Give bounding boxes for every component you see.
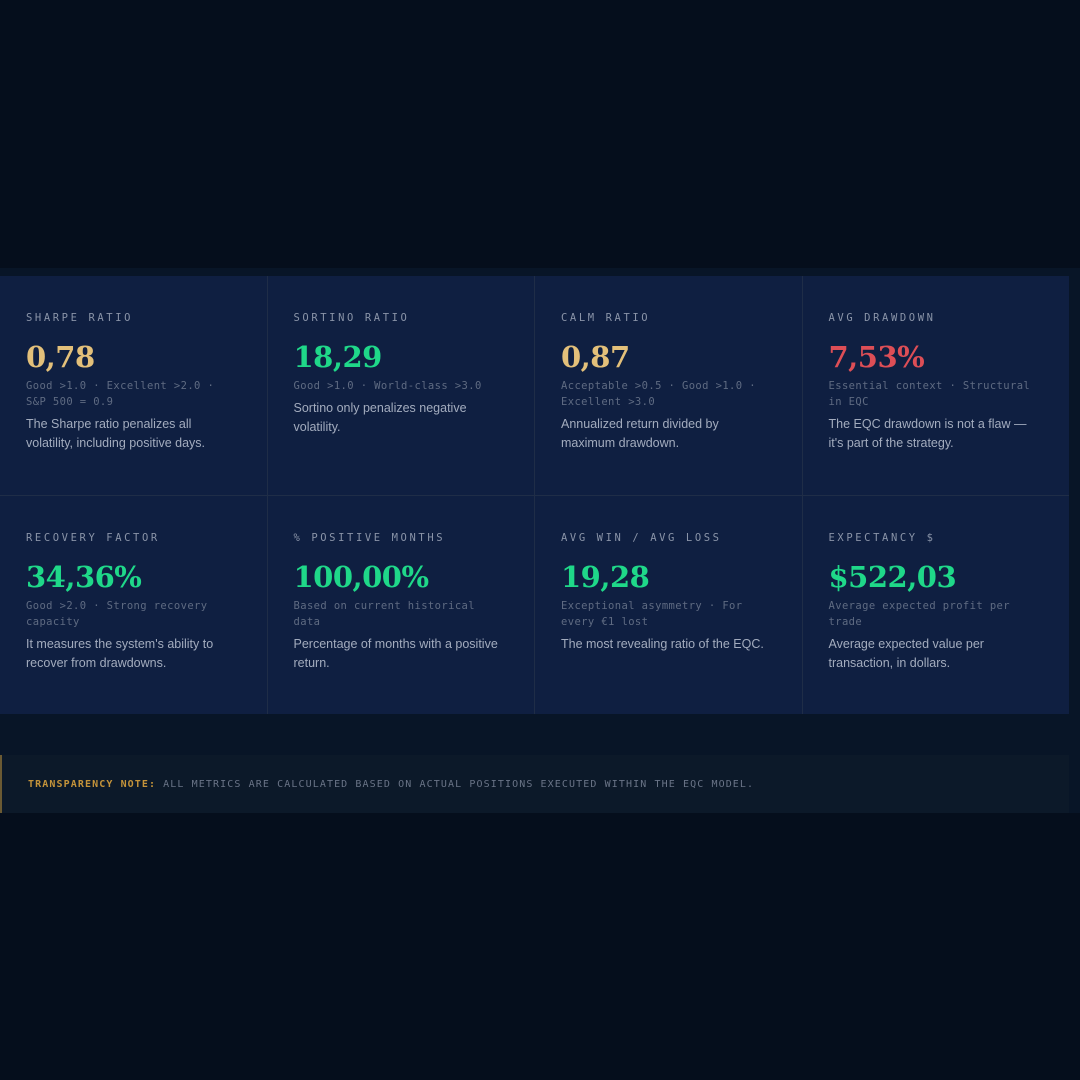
metric-label: CALM RATIO	[561, 312, 651, 324]
metric-value: $522,03	[828, 559, 957, 594]
metric-benchmark: Average expected profit per trade	[828, 599, 1010, 628]
metric-benchmark: Good >2.0 · Strong recovery capacity	[26, 599, 208, 628]
metric-card-expectancy: EXPECTANCY $ $522,03 Average expected pr…	[802, 495, 1069, 714]
metric-card-avg-drawdown: AVG DRAWDOWN 7,53% Essential context · S…	[802, 276, 1069, 495]
metric-label: AVG WIN / AVG LOSS	[561, 531, 722, 544]
transparency-note: TRANSPARENCY NOTE: ALL METRICS ARE CALCU…	[0, 755, 1069, 813]
metric-benchmark: Good >1.0 · World-class >3.0	[293, 380, 482, 392]
metric-description: Average expected value per transaction, …	[828, 636, 984, 670]
metric-description: Percentage of months with a positive ret…	[293, 636, 498, 670]
metric-description: Annualized return divided by maximum dra…	[561, 417, 719, 450]
metric-card-calm-ratio: CALM RATIO 0,87 Acceptable >0.5 · Good >…	[535, 276, 802, 495]
metric-card-sortino-ratio: SORTINO RATIO 18,29 Good >1.0 · World-cl…	[267, 276, 534, 495]
metric-label: % POSITIVE MONTHS	[293, 531, 446, 544]
metric-value: 34,36%	[26, 559, 142, 594]
metric-label: SORTINO RATIO	[293, 312, 410, 324]
transparency-note-label: TRANSPARENCY NOTE:	[28, 778, 157, 790]
metric-value: 100,00%	[293, 559, 430, 594]
metric-description: It measures the system's ability to reco…	[26, 636, 214, 670]
metric-value: 0,78	[26, 340, 95, 374]
metric-value: 0,87	[561, 340, 630, 374]
metric-card-positive-months: % POSITIVE MONTHS 100,00% Based on curre…	[267, 495, 534, 714]
metric-value: 19,28	[561, 559, 650, 594]
metrics-grid: SHARPE RATIO 0,78 Good >1.0 · Excellent …	[0, 276, 1069, 714]
metric-benchmark: Essential context · Structural in EQC	[828, 380, 1031, 408]
metric-card-sharpe-ratio: SHARPE RATIO 0,78 Good >1.0 · Excellent …	[0, 276, 267, 495]
metric-value: 18,29	[293, 340, 383, 374]
metric-benchmark: Acceptable >0.5 · Good >1.0 · Excellent …	[561, 380, 756, 408]
metric-description: The Sharpe ratio penalizes all volatilit…	[26, 417, 206, 450]
metric-label: RECOVERY FACTOR	[26, 531, 160, 544]
metric-description: Sortino only penalizes negative volatili…	[293, 401, 467, 434]
metric-benchmark: Good >1.0 · Excellent >2.0 · S&P 500 = 0…	[26, 380, 215, 408]
metric-card-avg-win-avg-loss: AVG WIN / AVG LOSS 19,28 Exceptional asy…	[535, 495, 802, 714]
metric-label: SHARPE RATIO	[26, 312, 134, 324]
metric-description: The most revealing ratio of the EQC.	[561, 636, 764, 651]
metric-benchmark: Based on current historical data	[293, 599, 475, 628]
metric-label: AVG DRAWDOWN	[828, 312, 936, 324]
metric-description: The EQC drawdown is not a flaw — it's pa…	[828, 417, 1027, 450]
metric-card-recovery-factor: RECOVERY FACTOR 34,36% Good >2.0 · Stron…	[0, 495, 267, 714]
metric-value: 7,53%	[828, 340, 925, 374]
metric-label: EXPECTANCY $	[828, 531, 936, 544]
metric-benchmark: Exceptional asymmetry · For every €1 los…	[561, 599, 743, 628]
transparency-note-text: ALL METRICS ARE CALCULATED BASED ON ACTU…	[163, 778, 755, 790]
